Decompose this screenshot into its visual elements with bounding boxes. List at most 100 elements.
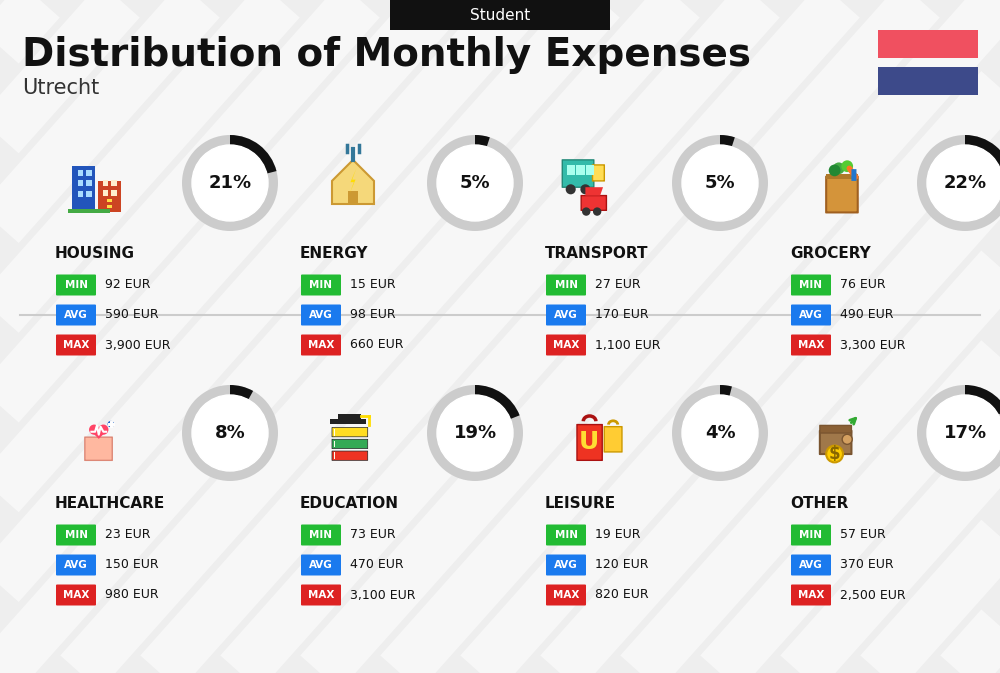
Circle shape [682, 145, 758, 221]
FancyBboxPatch shape [301, 555, 341, 575]
FancyBboxPatch shape [103, 190, 108, 196]
Text: AVG: AVG [554, 310, 578, 320]
Text: 490 EUR: 490 EUR [840, 308, 894, 322]
Text: 4%: 4% [705, 424, 735, 442]
FancyBboxPatch shape [791, 304, 831, 326]
Text: HOUSING: HOUSING [55, 246, 135, 260]
Text: MIN: MIN [64, 280, 88, 290]
Text: AVG: AVG [64, 310, 88, 320]
FancyBboxPatch shape [576, 165, 585, 176]
Polygon shape [585, 187, 603, 196]
Text: 820 EUR: 820 EUR [595, 588, 649, 602]
Text: 5%: 5% [460, 174, 490, 192]
Text: AVG: AVG [799, 310, 823, 320]
Text: 470 EUR: 470 EUR [350, 559, 404, 571]
Text: 19%: 19% [453, 424, 497, 442]
FancyBboxPatch shape [332, 451, 368, 460]
Text: 15 EUR: 15 EUR [350, 279, 396, 291]
Text: AVG: AVG [799, 560, 823, 570]
FancyBboxPatch shape [334, 429, 335, 435]
FancyBboxPatch shape [851, 169, 856, 181]
FancyBboxPatch shape [791, 584, 831, 606]
FancyBboxPatch shape [86, 191, 92, 197]
Circle shape [566, 184, 576, 194]
FancyBboxPatch shape [56, 275, 96, 295]
FancyBboxPatch shape [301, 275, 341, 295]
Wedge shape [965, 385, 1000, 415]
FancyBboxPatch shape [332, 439, 368, 449]
FancyBboxPatch shape [593, 165, 604, 181]
Text: MIN: MIN [64, 530, 88, 540]
Wedge shape [427, 135, 523, 231]
Circle shape [841, 160, 853, 172]
Text: 120 EUR: 120 EUR [595, 559, 648, 571]
FancyBboxPatch shape [878, 30, 978, 58]
Circle shape [580, 184, 590, 194]
Text: MAX: MAX [63, 340, 89, 350]
FancyBboxPatch shape [56, 524, 96, 546]
FancyBboxPatch shape [56, 584, 96, 606]
Wedge shape [672, 135, 768, 231]
FancyBboxPatch shape [111, 190, 117, 196]
Wedge shape [965, 135, 1000, 176]
FancyBboxPatch shape [791, 334, 831, 355]
FancyBboxPatch shape [791, 275, 831, 295]
Text: 170 EUR: 170 EUR [595, 308, 649, 322]
Text: 2,500 EUR: 2,500 EUR [840, 588, 906, 602]
FancyBboxPatch shape [546, 275, 586, 295]
Text: 21%: 21% [208, 174, 252, 192]
Text: 590 EUR: 590 EUR [105, 308, 159, 322]
Circle shape [108, 421, 114, 427]
Text: AVG: AVG [554, 560, 578, 570]
Circle shape [98, 425, 108, 435]
Circle shape [833, 162, 845, 174]
Text: MIN: MIN [800, 280, 822, 290]
Text: MIN: MIN [554, 530, 578, 540]
FancyBboxPatch shape [820, 425, 851, 433]
Text: 8%: 8% [215, 424, 245, 442]
Polygon shape [90, 429, 108, 439]
Text: LEISURE: LEISURE [545, 495, 616, 511]
FancyBboxPatch shape [78, 170, 83, 176]
Text: MAX: MAX [308, 590, 334, 600]
FancyBboxPatch shape [878, 67, 978, 95]
FancyBboxPatch shape [826, 174, 858, 179]
Circle shape [842, 434, 852, 444]
FancyBboxPatch shape [562, 160, 594, 187]
FancyBboxPatch shape [586, 165, 594, 176]
FancyBboxPatch shape [577, 425, 602, 460]
FancyBboxPatch shape [332, 427, 368, 437]
Text: Student: Student [470, 7, 530, 22]
Text: MIN: MIN [310, 530, 332, 540]
FancyBboxPatch shape [566, 165, 575, 176]
Text: 73 EUR: 73 EUR [350, 528, 396, 542]
Text: MAX: MAX [798, 340, 824, 350]
Text: 5%: 5% [705, 174, 735, 192]
FancyBboxPatch shape [546, 584, 586, 606]
Text: U: U [579, 430, 599, 454]
Wedge shape [917, 385, 1000, 481]
FancyBboxPatch shape [111, 180, 117, 186]
Text: 22%: 22% [943, 174, 987, 192]
Text: 57 EUR: 57 EUR [840, 528, 886, 542]
Circle shape [927, 395, 1000, 471]
Text: 660 EUR: 660 EUR [350, 339, 404, 351]
Circle shape [829, 164, 840, 176]
Wedge shape [672, 385, 768, 481]
Text: 3,100 EUR: 3,100 EUR [350, 588, 416, 602]
Circle shape [927, 145, 1000, 221]
FancyBboxPatch shape [348, 191, 358, 204]
FancyBboxPatch shape [791, 524, 831, 546]
Wedge shape [720, 385, 732, 396]
Circle shape [593, 207, 601, 216]
Circle shape [192, 145, 268, 221]
FancyBboxPatch shape [338, 414, 361, 419]
Text: AVG: AVG [64, 560, 88, 570]
Text: MIN: MIN [310, 280, 332, 290]
Text: 17%: 17% [943, 424, 987, 442]
Text: 150 EUR: 150 EUR [105, 559, 159, 571]
Text: 3,300 EUR: 3,300 EUR [840, 339, 906, 351]
Text: Utrecht: Utrecht [22, 78, 99, 98]
Wedge shape [427, 385, 523, 481]
Text: 98 EUR: 98 EUR [350, 308, 396, 322]
